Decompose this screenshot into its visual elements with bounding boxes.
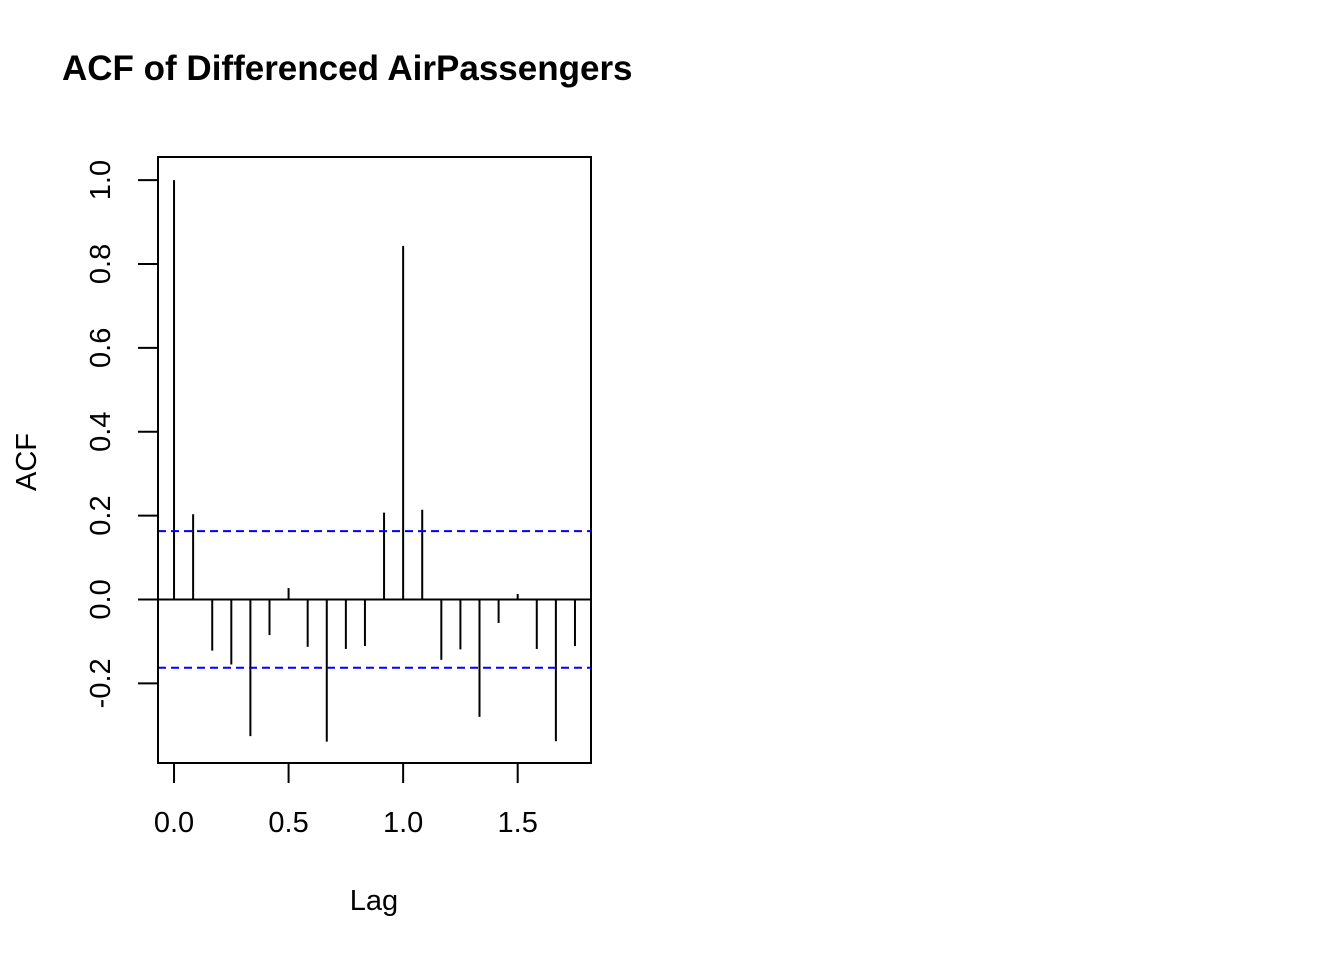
y-tick-label-6: 1.0 [85, 160, 117, 200]
x-axis-label: Lag [350, 885, 398, 917]
acf-bars [158, 180, 591, 742]
y-tick-label-3: 0.4 [85, 412, 117, 452]
x-tick-label-3: 1.5 [498, 807, 538, 839]
y-axis: -0.2 0.0 0.2 0.4 0.6 0.8 1.0 [85, 160, 159, 708]
y-tick-label-1: 0.0 [85, 579, 117, 619]
x-tick-label-0: 0.0 [154, 807, 194, 839]
x-axis: 0.0 0.5 1.0 1.5 [154, 762, 538, 839]
x-tick-label-1: 0.5 [268, 807, 308, 839]
y-tick-label-2: 0.2 [85, 495, 117, 535]
x-tick-label-2: 1.0 [383, 807, 423, 839]
confidence-bands [158, 530, 591, 669]
title-clip-mask [672, 0, 1344, 960]
y-tick-label-4: 0.6 [85, 328, 117, 368]
y-tick-label-5: 0.8 [85, 244, 117, 284]
y-axis-label: ACF [11, 433, 43, 491]
chart-title: ACF of Differenced AirPassengers [62, 49, 633, 88]
y-tick-label-0: -0.2 [85, 658, 117, 708]
plot-frame [157, 156, 592, 764]
